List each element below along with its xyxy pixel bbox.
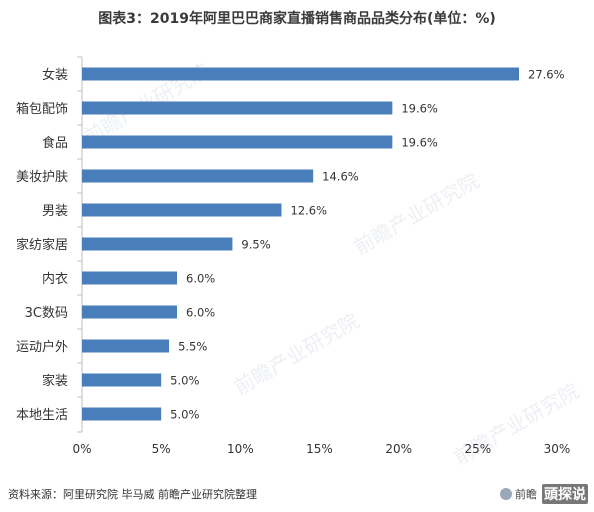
category-label: 箱包配饰 xyxy=(16,101,68,117)
category-label: 本地生活 xyxy=(16,408,68,423)
data-label: 6.0% xyxy=(186,306,215,320)
brand-name: 前瞻 xyxy=(515,488,537,501)
bar xyxy=(82,203,282,217)
data-label: 19.6% xyxy=(401,136,438,150)
bar xyxy=(82,135,393,149)
x-tick-label: 0% xyxy=(72,442,91,456)
bar xyxy=(82,339,170,353)
category-label: 美妆护肤 xyxy=(16,170,68,185)
chart-title: 图表3：2019年阿里巴巴商家直播销售商品品类分布(单位：%) xyxy=(98,11,496,27)
source-note: 资料来源：阿里研究院 毕马威 前瞻产业研究院整理 xyxy=(8,488,257,501)
watermark-text: 前瞻产业研究院 xyxy=(350,169,483,260)
x-tick-label: 20% xyxy=(385,442,412,456)
data-label: 5.0% xyxy=(170,374,199,388)
x-tick-label: 30% xyxy=(544,442,571,456)
x-tick-label: 15% xyxy=(306,442,333,456)
category-label: 男装 xyxy=(42,204,68,219)
bar xyxy=(82,407,162,421)
brand-logo: 前瞻 頭探说 xyxy=(500,484,588,504)
data-label: 5.5% xyxy=(178,340,207,354)
x-tick-label: 5% xyxy=(152,442,171,456)
data-label: 5.0% xyxy=(170,408,199,422)
data-label: 6.0% xyxy=(186,272,215,286)
data-label: 27.6% xyxy=(528,68,565,82)
brand-logo-icon xyxy=(500,488,512,500)
x-tick-label: 10% xyxy=(227,442,254,456)
bar xyxy=(82,67,519,81)
category-label: 食品 xyxy=(42,135,68,151)
watermark-text: 前瞻产业研究院 xyxy=(230,309,363,400)
bar xyxy=(82,101,393,115)
category-label: 内衣 xyxy=(42,271,68,287)
bar xyxy=(82,271,177,285)
bar xyxy=(82,373,162,387)
watermark-stamp: 頭探说 xyxy=(542,484,588,504)
category-label: 家装 xyxy=(42,373,68,389)
data-label: 9.5% xyxy=(241,238,270,252)
category-label: 女装 xyxy=(42,67,68,83)
x-tick-label: 25% xyxy=(464,442,491,456)
bar xyxy=(82,237,233,251)
bar xyxy=(82,169,314,183)
data-label: 19.6% xyxy=(401,102,438,116)
category-label: 家纺家居 xyxy=(16,237,68,253)
data-label: 12.6% xyxy=(291,204,328,218)
data-label: 14.6% xyxy=(322,170,359,184)
bar xyxy=(82,305,177,319)
category-label: 运动户外 xyxy=(16,339,68,355)
category-label: 3C数码 xyxy=(25,306,68,321)
